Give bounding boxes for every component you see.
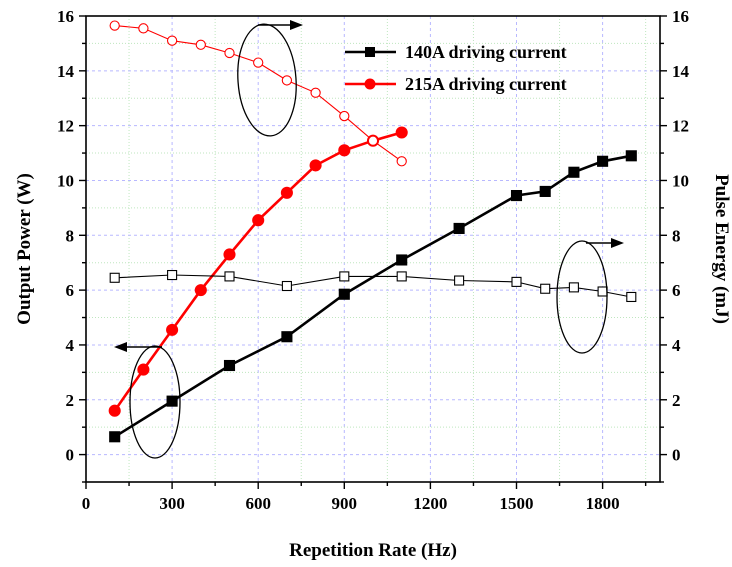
y-tick-label-left: 6 xyxy=(66,281,75,300)
data-point xyxy=(625,150,637,162)
legend-label-215a: 215A driving current xyxy=(405,74,567,94)
y-tick-label-right: 16 xyxy=(672,7,689,26)
series-215a-power xyxy=(108,126,408,417)
data-point xyxy=(454,275,465,286)
data-point xyxy=(108,404,121,417)
y-tick-label-right: 10 xyxy=(672,171,689,190)
arrowhead-bottom-left xyxy=(114,342,127,352)
x-tick-label: 1500 xyxy=(500,494,534,513)
legend-marker-215a xyxy=(364,78,376,90)
data-point xyxy=(194,284,207,297)
data-point xyxy=(252,214,265,227)
data-point xyxy=(253,57,264,68)
y-tick-label-left: 14 xyxy=(57,62,75,81)
data-point xyxy=(339,271,350,282)
data-point xyxy=(138,23,149,34)
x-tick-label: 900 xyxy=(332,494,358,513)
x-tick-label: 0 xyxy=(82,494,91,513)
y-tick-label-right: 0 xyxy=(672,446,681,465)
data-point xyxy=(195,39,206,50)
y-tick-label-left: 16 xyxy=(57,7,74,26)
data-point xyxy=(280,186,293,199)
data-point xyxy=(310,87,321,98)
data-point xyxy=(109,431,121,443)
data-point xyxy=(597,286,608,297)
arrowhead-top-right xyxy=(290,20,303,30)
data-point xyxy=(166,395,178,407)
y-tick-label-left: 2 xyxy=(66,391,75,410)
data-point xyxy=(395,126,408,139)
y-tick-label-left: 4 xyxy=(66,336,75,355)
data-point xyxy=(224,271,235,282)
data-point xyxy=(597,155,609,167)
plot-frame xyxy=(85,15,661,483)
x-tick-label: 1800 xyxy=(586,494,620,513)
data-point xyxy=(396,271,407,282)
data-point xyxy=(338,144,351,157)
data-point xyxy=(281,75,293,86)
y-tick-label-left: 8 xyxy=(66,226,75,245)
data-point xyxy=(568,166,580,178)
data-point xyxy=(626,291,637,303)
data-point xyxy=(166,35,178,46)
data-point xyxy=(396,254,408,266)
data-point xyxy=(511,276,522,287)
x-tick-label: 300 xyxy=(159,494,185,513)
y-tick-label-right: 4 xyxy=(672,336,681,355)
y-tick-label-left: 12 xyxy=(57,117,74,136)
data-point xyxy=(540,283,551,294)
annotations xyxy=(114,20,624,459)
data-point xyxy=(367,135,379,146)
y-tick-label-left: 0 xyxy=(66,446,75,465)
legend: 140A driving current 215A driving curren… xyxy=(345,42,567,94)
y-tick-label-right: 12 xyxy=(672,117,689,136)
data-point xyxy=(396,156,407,167)
series-layer xyxy=(108,20,637,443)
x-tick-label: 600 xyxy=(245,494,271,513)
data-point xyxy=(453,222,465,234)
annotation-ellipse-bottom-left xyxy=(129,345,181,459)
data-point xyxy=(224,47,235,59)
legend-label-140a: 140A driving current xyxy=(405,42,567,62)
x-tick-label: 1200 xyxy=(413,494,447,513)
data-point xyxy=(167,269,178,281)
annotation-ellipse-top xyxy=(237,23,297,137)
data-point xyxy=(137,363,150,376)
series-line xyxy=(114,154,632,438)
arrowhead-bottom-right xyxy=(611,238,624,248)
data-point xyxy=(568,282,579,293)
series-140a-pulse-energy xyxy=(109,269,637,303)
y-tick-label-right: 8 xyxy=(672,226,681,245)
data-point xyxy=(281,280,292,292)
data-point xyxy=(223,248,236,261)
y-axis-label-right: Pulse Energy (mJ) xyxy=(711,174,732,324)
series-140a-power xyxy=(109,150,637,443)
data-point xyxy=(223,359,236,372)
y-tick-label-right: 14 xyxy=(672,62,690,81)
y-tick-label-left: 10 xyxy=(57,171,74,190)
data-point xyxy=(338,288,350,300)
data-point xyxy=(109,272,120,283)
data-point xyxy=(109,20,120,31)
series-line xyxy=(114,25,403,162)
legend-marker-140a xyxy=(365,47,375,57)
data-point xyxy=(510,189,523,202)
annotation-ellipse-bottom-right xyxy=(556,240,608,354)
data-point xyxy=(166,323,179,336)
series-215a-pulse-energy xyxy=(109,20,407,167)
y-axis-label-left: Output Power (W) xyxy=(14,173,35,325)
y-tick-label-right: 6 xyxy=(672,281,681,300)
data-point xyxy=(281,331,293,343)
x-axis-label: Repetition Rate (Hz) xyxy=(289,540,457,561)
y-tick-label-right: 2 xyxy=(672,391,681,410)
ticks: 0 300 600 900 1200 1500 1800 0 0 2 2 4 4 6 6 8 8 10 10 12 12… xyxy=(57,7,690,513)
data-point xyxy=(339,110,350,122)
data-point xyxy=(539,185,551,197)
data-point xyxy=(309,159,322,172)
